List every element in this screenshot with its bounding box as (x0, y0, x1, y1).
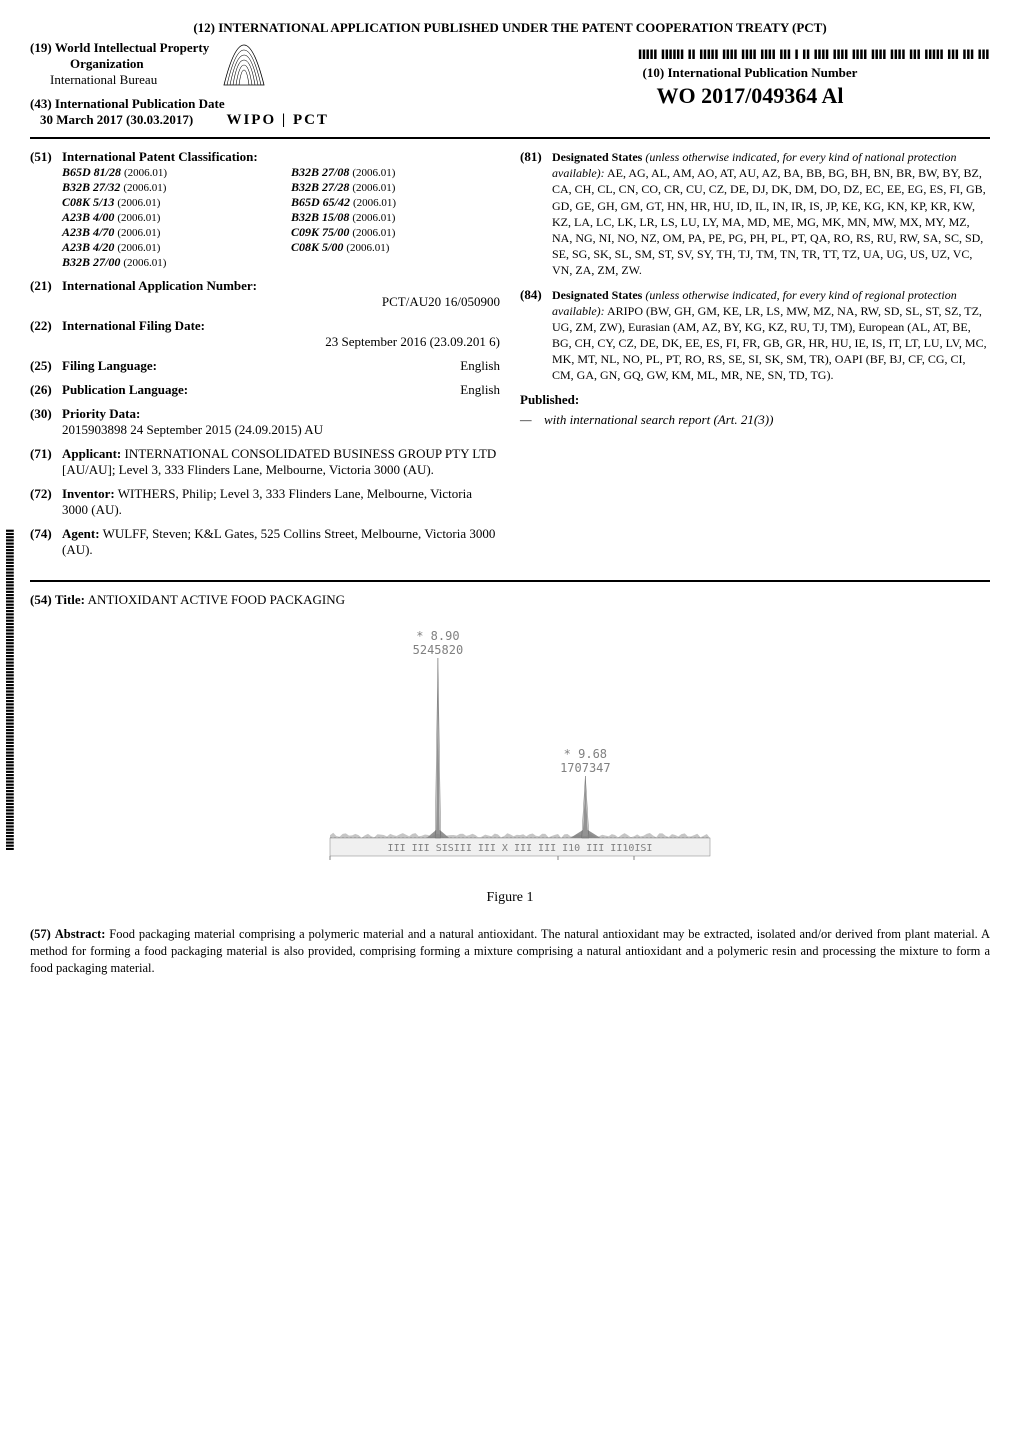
field-25-label: Filing Language: (62, 358, 157, 374)
ipc-code: A23B 4/00 (62, 210, 114, 224)
field-74-label: Agent: (62, 526, 100, 541)
field-30-label: Priority Data: (62, 406, 500, 422)
field-21-label: International Application Number: (62, 278, 257, 293)
field-84-label: Designated States (552, 288, 642, 302)
field-54-label: Title: (55, 592, 85, 607)
field-22-label: International Filing Date: (62, 318, 205, 333)
ipc-ver: (2006.01) (117, 227, 160, 239)
pub-num-label: International Publication Number (667, 65, 857, 80)
ipc-ver: (2006.01) (117, 242, 160, 254)
ipc-code: C09K 75/00 (291, 225, 349, 239)
field-54-num: (54) (30, 592, 52, 607)
field-51-label: International Patent Classification: (62, 149, 500, 165)
field-25: (25) Filing Language: English (30, 358, 500, 374)
field-54: (54) Title: ANTIOXIDANT ACTIVE FOOD PACK… (30, 592, 990, 608)
field-30: (30) Priority Data: 2015903898 24 Septem… (30, 406, 500, 438)
field-72: (72) Inventor: WITHERS, Philip; Level 3,… (30, 486, 500, 518)
published-label: Published: (520, 392, 990, 408)
ipc-code: A23B 4/20 (62, 240, 114, 254)
field-30-value: 2015903898 24 September 2015 (24.09.2015… (62, 422, 500, 438)
field-72-label: Inventor: (62, 486, 115, 501)
pub-date-value: 30 March 2017 (30.03.2017) (30, 112, 193, 127)
section-divider (30, 580, 990, 582)
ipc-ver: (2006.01) (117, 212, 160, 224)
pub-num-value: WO 2017/049364 Al (510, 83, 990, 109)
field-26: (26) Publication Language: English (30, 382, 500, 398)
field-74: (74) Agent: WULFF, Steven; K&L Gates, 52… (30, 526, 500, 558)
field-57-label: Abstract: (55, 927, 106, 941)
field-26-label: Publication Language: (62, 382, 188, 398)
field-25-value: English (460, 358, 500, 374)
field-71-label: Applicant: (62, 446, 121, 461)
wipo-logo-icon (219, 40, 269, 90)
ipc-code: A23B 4/70 (62, 225, 114, 239)
field-71: (71) Applicant: INTERNATIONAL CONSOLIDAT… (30, 446, 500, 478)
ipc-grid: B65D 81/28 (2006.01) B32B 27/08 (2006.01… (62, 165, 500, 270)
ipc-ver: (2006.01) (352, 167, 395, 179)
ipc-code: C08K 5/13 (62, 195, 114, 209)
ipc-code: C08K 5/00 (291, 240, 343, 254)
field-51: (51) International Patent Classification… (30, 149, 500, 270)
field-26-value: English (460, 382, 500, 398)
ipc-ver: (2006.01) (123, 182, 166, 194)
field-21-value: PCT/AU20 16/050900 (62, 294, 500, 310)
field-22: (22) International Filing Date: 23 Septe… (30, 318, 500, 350)
ipc-code: B32B 27/28 (291, 180, 349, 194)
top-barcode: ▌▌▌▌▌ ▌▌▌▌▌▌ ▌▌ ▌▌▌▌▌ ▌▌▌▌ ▌▌▌▌ ▌▌▌▌ ▌▌▌… (510, 50, 990, 59)
ipc-ver: (2006.01) (352, 182, 395, 194)
org-bureau: International Bureau (30, 72, 209, 88)
wipo-pct-mark: WIPO | PCT (226, 112, 328, 129)
org-name-line2: Organization (30, 56, 209, 72)
bibliographic-data: (51) International Patent Classification… (30, 149, 990, 566)
published-item: with international search report (Art. 2… (520, 412, 990, 428)
abstract-text: Food packaging material comprising a pol… (30, 927, 990, 975)
ipc-ver: (2006.01) (353, 197, 396, 209)
ipc-code: B32B 27/00 (62, 255, 120, 269)
field-22-value: 23 September 2016 (23.09.201 6) (62, 334, 500, 350)
svg-text:* 8.90: * 8.90 (416, 629, 459, 643)
ipc-code: B65D 65/42 (291, 195, 350, 209)
field-84: (84) Designated States (unless otherwise… (520, 287, 990, 384)
field-72-value: WITHERS, Philip; Level 3, 333 Flinders L… (62, 486, 472, 517)
field-19-num: (19) (30, 40, 52, 55)
biblio-left-column: (51) International Patent Classification… (30, 149, 500, 566)
ipc-ver: (2006.01) (123, 257, 166, 269)
field-81: (81) Designated States (unless otherwise… (520, 149, 990, 279)
ipc-ver: (2006.01) (124, 167, 167, 179)
field-57: (57) Abstract: Food packaging material c… (30, 926, 990, 977)
figure-caption: Figure 1 (30, 890, 990, 906)
chromatogram-chart: III III SISIII III X III III I10 III II1… (300, 618, 720, 878)
figure-1: III III SISIII III X III III I10 III II1… (30, 618, 990, 906)
biblio-right-column: (81) Designated States (unless otherwise… (520, 149, 990, 566)
svg-text:5245820: 5245820 (413, 643, 464, 657)
org-name-line1: World Intellectual Property (55, 40, 209, 55)
ipc-ver: (2006.01) (352, 227, 395, 239)
field-57-num: (57) (30, 927, 51, 941)
pub-date-label: International Publication Date (55, 96, 225, 111)
field-10-num: (10) (643, 65, 665, 80)
field-21: (21) International Application Number: P… (30, 278, 500, 310)
svg-text:* 9.68: * 9.68 (564, 747, 607, 761)
svg-text:1707347: 1707347 (560, 761, 611, 775)
field-74-value: WULFF, Steven; K&L Gates, 525 Collins St… (62, 526, 495, 557)
field-84-states: ARIPO (BW, GH, GM, KE, LR, LS, MW, MZ, N… (552, 304, 987, 383)
treaty-title: (12) INTERNATIONAL APPLICATION PUBLISHED… (30, 20, 990, 36)
ipc-ver: (2006.01) (346, 242, 389, 254)
ipc-ver: (2006.01) (352, 212, 395, 224)
ipc-code: B32B 15/08 (291, 210, 349, 224)
ipc-code: B32B 27/32 (62, 180, 120, 194)
field-81-label: Designated States (552, 150, 642, 164)
side-barcode: ▌▌▌▌▌▌▌▌▌▌▌▌▌▌▌▌▌▌▌▌▌▌▌▌▌▌▌▌▌▌▌▌▌▌▌▌▌▌▌▌… (6, 330, 28, 850)
ipc-ver: (2006.01) (117, 197, 160, 209)
field-43-num: (43) (30, 96, 52, 111)
field-81-states: AE, AG, AL, AM, AO, AT, AU, AZ, BA, BB, … (552, 166, 986, 277)
field-71-value: INTERNATIONAL CONSOLIDATED BUSINESS GROU… (62, 446, 496, 477)
header-row: (19) World Intellectual Property Organiz… (30, 40, 990, 139)
ipc-code: B65D 81/28 (62, 165, 121, 179)
invention-title: ANTIOXIDANT ACTIVE FOOD PACKAGING (88, 592, 345, 607)
ipc-code: B32B 27/08 (291, 165, 349, 179)
svg-text:III III SISIII III X III: III III SISIII III X III III I10 III II1… (388, 843, 653, 854)
